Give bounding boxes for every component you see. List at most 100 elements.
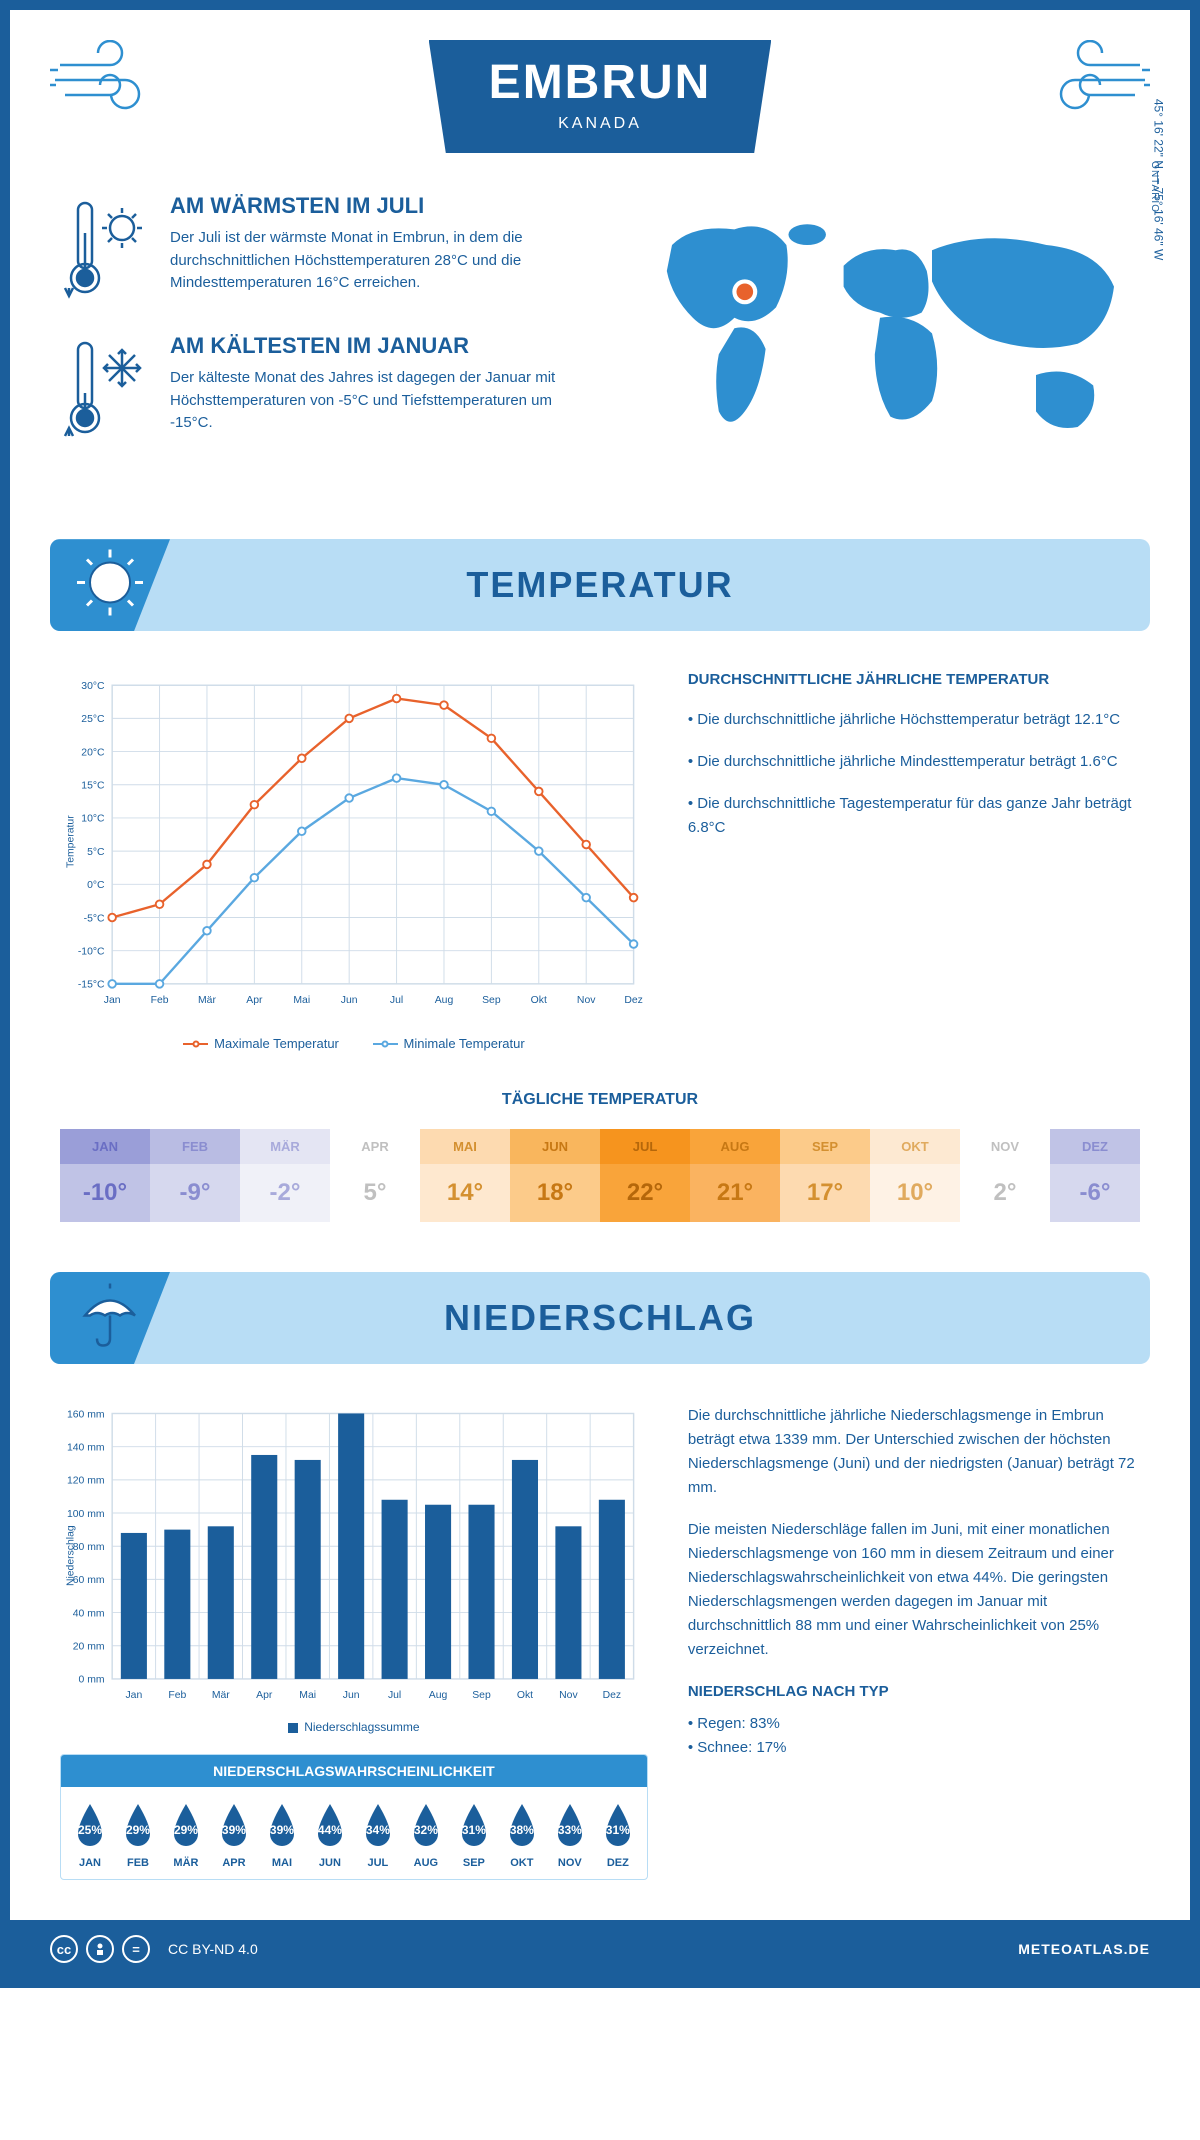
probability-cell: 44%JUN: [306, 1802, 354, 1869]
wind-icon-left: [50, 40, 160, 125]
svg-text:-15°C: -15°C: [78, 980, 105, 991]
daily-temp-cell: SEP17°: [780, 1129, 870, 1222]
probability-cell: 34%JUL: [354, 1802, 402, 1869]
svg-text:Aug: Aug: [435, 995, 454, 1006]
svg-text:Aug: Aug: [429, 1690, 448, 1701]
daily-temp-cell: JAN-10°: [60, 1129, 150, 1222]
probability-cell: 25%JAN: [66, 1802, 114, 1869]
temp-fact-item: • Die durchschnittliche jährliche Mindes…: [688, 750, 1140, 774]
daily-temp-cell: MÄR-2°: [240, 1129, 330, 1222]
temp-facts-title: DURCHSCHNITTLICHE JÄHRLICHE TEMPERATUR: [688, 671, 1140, 688]
site-name: METEOATLAS.DE: [1018, 1941, 1150, 1957]
warmest-text: Der Juli ist der wärmste Monat in Embrun…: [170, 227, 580, 295]
svg-text:-5°C: -5°C: [84, 913, 105, 924]
svg-text:0°C: 0°C: [87, 880, 105, 891]
daily-temp-cell: APR5°: [330, 1129, 420, 1222]
svg-text:Jan: Jan: [104, 995, 121, 1006]
svg-text:Okt: Okt: [517, 1690, 533, 1701]
warmest-title: AM WÄRMSTEN IM JULI: [170, 193, 580, 219]
coldest-text: Der kälteste Monat des Jahres ist dagege…: [170, 367, 580, 435]
temperature-chart: -15°C-10°C-5°C0°C5°C10°C15°C20°C25°C30°C…: [60, 671, 648, 1051]
umbrella-icon: [75, 1281, 145, 1356]
probability-cell: 29%MÄR: [162, 1802, 210, 1869]
probability-cell: 32%AUG: [402, 1802, 450, 1869]
svg-text:120 mm: 120 mm: [67, 1476, 105, 1487]
probability-grid: 25%JAN29%FEB29%MÄR39%APR39%MAI44%JUN34%J…: [61, 1787, 647, 1879]
license-text: CC BY-ND 4.0: [168, 1941, 258, 1957]
precip-para-1: Die durchschnittliche jährliche Niedersc…: [688, 1404, 1140, 1500]
daily-temp-grid: JAN-10°FEB-9°MÄR-2°APR5°MAI14°JUN18°JUL2…: [60, 1129, 1140, 1222]
intro-section: AM WÄRMSTEN IM JULI Der Juli ist der wär…: [10, 163, 1190, 519]
temp-fact-item: • Die durchschnittliche jährliche Höchst…: [688, 708, 1140, 732]
precip-chart-legend: Niederschlagssumme: [60, 1720, 648, 1734]
temp-fact-item: • Die durchschnittliche Tagestemperatur …: [688, 792, 1140, 840]
svg-text:40 mm: 40 mm: [73, 1608, 105, 1619]
warmest-fact: AM WÄRMSTEN IM JULI Der Juli ist der wär…: [60, 193, 580, 308]
precipitation-section-header: NIEDERSCHLAG: [50, 1272, 1150, 1364]
temperature-facts: DURCHSCHNITTLICHE JÄHRLICHE TEMPERATUR •…: [688, 671, 1140, 1051]
svg-text:10°C: 10°C: [81, 814, 105, 825]
daily-temp-cell: NOV2°: [960, 1129, 1050, 1222]
probability-cell: 33%NOV: [546, 1802, 594, 1869]
legend-min-label: Minimale Temperatur: [404, 1036, 525, 1051]
license-block: cc = CC BY-ND 4.0: [50, 1935, 258, 1963]
daily-temp-cell: OKT10°: [870, 1129, 960, 1222]
probability-cell: 31%DEZ: [594, 1802, 642, 1869]
svg-text:Jun: Jun: [343, 1690, 360, 1701]
coldest-title: AM KÄLTESTEN IM JANUAR: [170, 333, 580, 359]
precip-type-rain: • Regen: 83%: [688, 1712, 1140, 1736]
precipitation-bar-chart: 0 mm20 mm40 mm60 mm80 mm100 mm120 mm140 …: [60, 1404, 648, 1707]
svg-text:Mai: Mai: [293, 995, 310, 1006]
svg-text:Sep: Sep: [482, 995, 501, 1006]
precipitation-chart-column: 0 mm20 mm40 mm60 mm80 mm100 mm120 mm140 …: [60, 1404, 648, 1900]
header-banner: EMBRUN KANADA: [429, 40, 772, 153]
svg-text:Nov: Nov: [559, 1690, 578, 1701]
world-map-icon: [620, 193, 1140, 484]
thermometer-snow-icon: [60, 333, 150, 448]
daily-temp-title: TÄGLICHE TEMPERATUR: [60, 1091, 1140, 1109]
daily-temp-cell: JUN18°: [510, 1129, 600, 1222]
page-title: EMBRUN: [489, 55, 712, 110]
svg-text:Jun: Jun: [341, 995, 358, 1006]
svg-text:Dez: Dez: [624, 995, 643, 1006]
precip-type-title: NIEDERSCHLAG NACH TYP: [688, 1680, 1140, 1704]
daily-temp-cell: FEB-9°: [150, 1129, 240, 1222]
svg-text:25°C: 25°C: [81, 714, 105, 725]
thermometer-sun-icon: [60, 193, 150, 308]
svg-text:Jul: Jul: [390, 995, 403, 1006]
svg-text:80 mm: 80 mm: [73, 1542, 105, 1553]
svg-text:-10°C: -10°C: [78, 947, 105, 958]
legend-max-label: Maximale Temperatur: [214, 1036, 339, 1051]
header: EMBRUN KANADA: [10, 10, 1190, 163]
daily-temp-cell: AUG21°: [690, 1129, 780, 1222]
precipitation-text: Die durchschnittliche jährliche Niedersc…: [688, 1404, 1140, 1900]
svg-text:Mär: Mär: [198, 995, 216, 1006]
svg-text:Temperatur: Temperatur: [65, 815, 76, 868]
svg-text:Apr: Apr: [246, 995, 263, 1006]
svg-text:30°C: 30°C: [81, 681, 105, 692]
precip-type-snow: • Schnee: 17%: [688, 1736, 1140, 1760]
daily-temp-cell: MAI14°: [420, 1129, 510, 1222]
nd-icon: =: [122, 1935, 150, 1963]
infographic-container: EMBRUN KANADA: [0, 0, 1200, 1988]
facts-column: AM WÄRMSTEN IM JULI Der Juli ist der wär…: [60, 193, 580, 489]
probability-cell: 39%APR: [210, 1802, 258, 1869]
probability-cell: 38%OKT: [498, 1802, 546, 1869]
probability-cell: 39%MAI: [258, 1802, 306, 1869]
by-icon: [86, 1935, 114, 1963]
sun-icon: [75, 548, 145, 623]
svg-text:Sep: Sep: [472, 1690, 491, 1701]
daily-temp-cell: JUL22°: [600, 1129, 690, 1222]
svg-text:Dez: Dez: [603, 1690, 622, 1701]
wind-icon-right: [1040, 40, 1150, 125]
svg-text:Nov: Nov: [577, 995, 596, 1006]
footer: cc = CC BY-ND 4.0 METEOATLAS.DE: [10, 1920, 1190, 1978]
probability-cell: 29%FEB: [114, 1802, 162, 1869]
svg-text:5°C: 5°C: [87, 847, 105, 858]
coordinates-label: 45° 16' 22" N — 75° 16' 46" W: [1151, 99, 1165, 260]
probability-title: NIEDERSCHLAGSWAHRSCHEINLICHKEIT: [61, 1755, 647, 1787]
svg-text:Mär: Mär: [212, 1690, 230, 1701]
precipitation-section: 0 mm20 mm40 mm60 mm80 mm100 mm120 mm140 …: [10, 1384, 1190, 1920]
svg-text:Niederschlag: Niederschlag: [65, 1525, 76, 1586]
daily-temp-cell: DEZ-6°: [1050, 1129, 1140, 1222]
